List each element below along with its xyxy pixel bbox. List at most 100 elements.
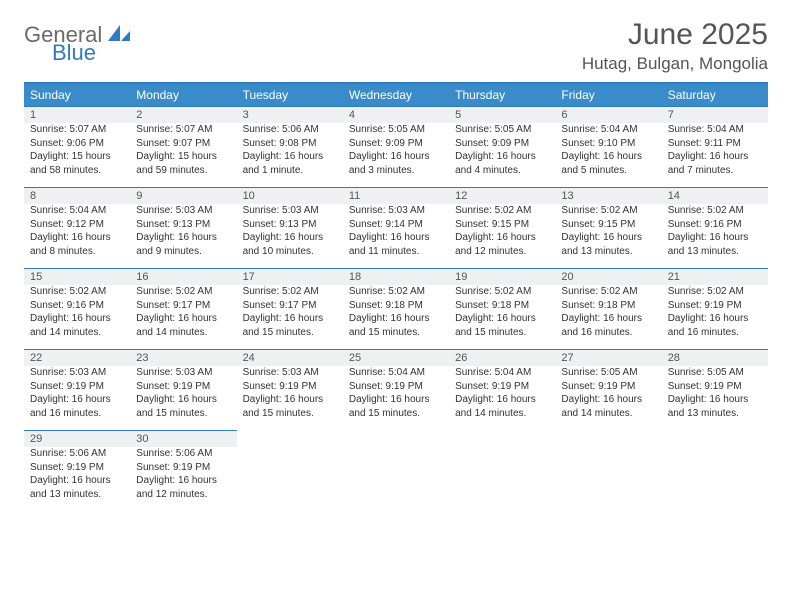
day-cell: Sunrise: 5:05 AMSunset: 9:09 PMDaylight:… bbox=[343, 123, 449, 188]
daylight-text-2: and 15 minutes. bbox=[243, 326, 337, 340]
daylight-text-2: and 16 minutes. bbox=[30, 407, 124, 421]
daylight-text-1: Daylight: 16 hours bbox=[561, 312, 655, 326]
day-number: 2 bbox=[130, 107, 236, 124]
day-number: 7 bbox=[662, 107, 768, 124]
daylight-text-1: Daylight: 16 hours bbox=[561, 150, 655, 164]
sunrise-text: Sunrise: 5:04 AM bbox=[455, 366, 549, 380]
sunrise-text: Sunrise: 5:04 AM bbox=[668, 123, 762, 137]
sunrise-text: Sunrise: 5:03 AM bbox=[243, 366, 337, 380]
daylight-text-1: Daylight: 16 hours bbox=[455, 393, 549, 407]
title-block: June 2025 Hutag, Bulgan, Mongolia bbox=[582, 18, 768, 74]
day-cell: Sunrise: 5:05 AMSunset: 9:19 PMDaylight:… bbox=[555, 366, 661, 431]
dayhead-sat: Saturday bbox=[662, 83, 768, 107]
sunrise-text: Sunrise: 5:04 AM bbox=[349, 366, 443, 380]
daylight-text-1: Daylight: 16 hours bbox=[243, 150, 337, 164]
day-number bbox=[237, 431, 343, 448]
day-cell: Sunrise: 5:03 AMSunset: 9:19 PMDaylight:… bbox=[237, 366, 343, 431]
day-cell bbox=[555, 447, 661, 511]
sunrise-text: Sunrise: 5:03 AM bbox=[136, 366, 230, 380]
day-cell: Sunrise: 5:03 AMSunset: 9:14 PMDaylight:… bbox=[343, 204, 449, 269]
dayhead-wed: Wednesday bbox=[343, 83, 449, 107]
daylight-text-1: Daylight: 16 hours bbox=[349, 231, 443, 245]
day-cell: Sunrise: 5:02 AMSunset: 9:19 PMDaylight:… bbox=[662, 285, 768, 350]
sunset-text: Sunset: 9:16 PM bbox=[668, 218, 762, 232]
dayhead-mon: Monday bbox=[130, 83, 236, 107]
week-row: Sunrise: 5:03 AMSunset: 9:19 PMDaylight:… bbox=[24, 366, 768, 431]
sunset-text: Sunset: 9:13 PM bbox=[243, 218, 337, 232]
day-number: 20 bbox=[555, 269, 661, 286]
sunrise-text: Sunrise: 5:02 AM bbox=[455, 285, 549, 299]
daylight-text-1: Daylight: 15 hours bbox=[136, 150, 230, 164]
daylight-text-1: Daylight: 16 hours bbox=[561, 393, 655, 407]
daylight-text-2: and 7 minutes. bbox=[668, 164, 762, 178]
daylight-text-2: and 14 minutes. bbox=[561, 407, 655, 421]
day-cell: Sunrise: 5:04 AMSunset: 9:10 PMDaylight:… bbox=[555, 123, 661, 188]
daylight-text-2: and 1 minute. bbox=[243, 164, 337, 178]
week-row: Sunrise: 5:07 AMSunset: 9:06 PMDaylight:… bbox=[24, 123, 768, 188]
sunrise-text: Sunrise: 5:06 AM bbox=[30, 447, 124, 461]
daylight-text-2: and 15 minutes. bbox=[455, 326, 549, 340]
day-number: 10 bbox=[237, 188, 343, 205]
brand-word2: Blue bbox=[52, 40, 96, 65]
daylight-text-2: and 12 minutes. bbox=[136, 488, 230, 502]
sunset-text: Sunset: 9:10 PM bbox=[561, 137, 655, 151]
sunrise-text: Sunrise: 5:03 AM bbox=[30, 366, 124, 380]
daylight-text-1: Daylight: 16 hours bbox=[561, 231, 655, 245]
daynum-row: 1234567 bbox=[24, 107, 768, 124]
daylight-text-2: and 3 minutes. bbox=[349, 164, 443, 178]
day-cell bbox=[662, 447, 768, 511]
sunrise-text: Sunrise: 5:07 AM bbox=[136, 123, 230, 137]
daylight-text-1: Daylight: 16 hours bbox=[243, 231, 337, 245]
daylight-text-1: Daylight: 16 hours bbox=[136, 393, 230, 407]
week-row: Sunrise: 5:04 AMSunset: 9:12 PM Daylight:… bbox=[24, 204, 768, 269]
sunset-text: Sunset: 9:18 PM bbox=[349, 299, 443, 313]
daylight-text-2: and 13 minutes. bbox=[561, 245, 655, 259]
day-number: 17 bbox=[237, 269, 343, 286]
sunrise-text: Sunrise: 5:02 AM bbox=[30, 285, 124, 299]
sunset-text: Sunset: 9:19 PM bbox=[455, 380, 549, 394]
daylight-text-1: Daylight: 16 hours bbox=[136, 231, 230, 245]
sunset-text: Sunset: 9:12 PM bbox=[30, 218, 124, 232]
daylight-text-1: Daylight: 16 hours bbox=[668, 231, 762, 245]
day-cell: Sunrise: 5:04 AMSunset: 9:19 PMDaylight:… bbox=[449, 366, 555, 431]
day-cell: Sunrise: 5:05 AMSunset: 9:09 PMDaylight:… bbox=[449, 123, 555, 188]
day-cell: Sunrise: 5:04 AMSunset: 9:11 PMDaylight:… bbox=[662, 123, 768, 188]
sunrise-text: Sunrise: 5:03 AM bbox=[136, 204, 230, 218]
sunset-text: Sunset: 9:15 PM bbox=[561, 218, 655, 232]
sunset-text: Sunset: 9:19 PM bbox=[243, 380, 337, 394]
sunrise-text: Sunrise: 5:02 AM bbox=[349, 285, 443, 299]
sunrise-text: Sunrise: 5:05 AM bbox=[455, 123, 549, 137]
day-number: 24 bbox=[237, 350, 343, 367]
sunset-text: Sunset: 9:17 PM bbox=[243, 299, 337, 313]
daylight-text-2: and 14 minutes. bbox=[455, 407, 549, 421]
day-number: 25 bbox=[343, 350, 449, 367]
sunset-text: Sunset: 9:19 PM bbox=[349, 380, 443, 394]
daylight-text-2: and 11 minutes. bbox=[349, 245, 443, 259]
sunset-text: Sunset: 9:09 PM bbox=[349, 137, 443, 151]
day-cell: Sunrise: 5:02 AMSunset: 9:17 PMDaylight:… bbox=[237, 285, 343, 350]
day-number: 1 bbox=[24, 107, 130, 124]
sunrise-text: Sunrise: 5:06 AM bbox=[136, 447, 230, 461]
daylight-text-2: and 58 minutes. bbox=[30, 164, 124, 178]
day-number: 14 bbox=[662, 188, 768, 205]
daylight-text-2: and 10 minutes. bbox=[243, 245, 337, 259]
month-title: June 2025 bbox=[582, 18, 768, 52]
day-number: 19 bbox=[449, 269, 555, 286]
daylight-text-1: Daylight: 16 hours bbox=[243, 312, 337, 326]
day-number: 21 bbox=[662, 269, 768, 286]
day-cell: Sunrise: 5:03 AMSunset: 9:13 PMDaylight:… bbox=[237, 204, 343, 269]
sunrise-text: Sunrise: 5:03 AM bbox=[243, 204, 337, 218]
sunrise-text: Sunrise: 5:02 AM bbox=[243, 285, 337, 299]
day-cell: Sunrise: 5:02 AMSunset: 9:18 PMDaylight:… bbox=[555, 285, 661, 350]
dayhead-sun: Sunday bbox=[24, 83, 130, 107]
daylight-text-2: and 8 minutes. bbox=[30, 245, 124, 259]
day-number: 13 bbox=[555, 188, 661, 205]
daylight-text-1: Daylight: 16 hours bbox=[30, 312, 124, 326]
day-cell: Sunrise: 5:03 AMSunset: 9:13 PMDaylight:… bbox=[130, 204, 236, 269]
sunrise-text: Sunrise: 5:04 AM bbox=[30, 204, 124, 218]
day-cell: Sunrise: 5:07 AMSunset: 9:07 PMDaylight:… bbox=[130, 123, 236, 188]
daynum-row: 891011121314 bbox=[24, 188, 768, 205]
location-text: Hutag, Bulgan, Mongolia bbox=[582, 54, 768, 74]
day-number: 23 bbox=[130, 350, 236, 367]
daylight-text-2: and 13 minutes. bbox=[668, 407, 762, 421]
